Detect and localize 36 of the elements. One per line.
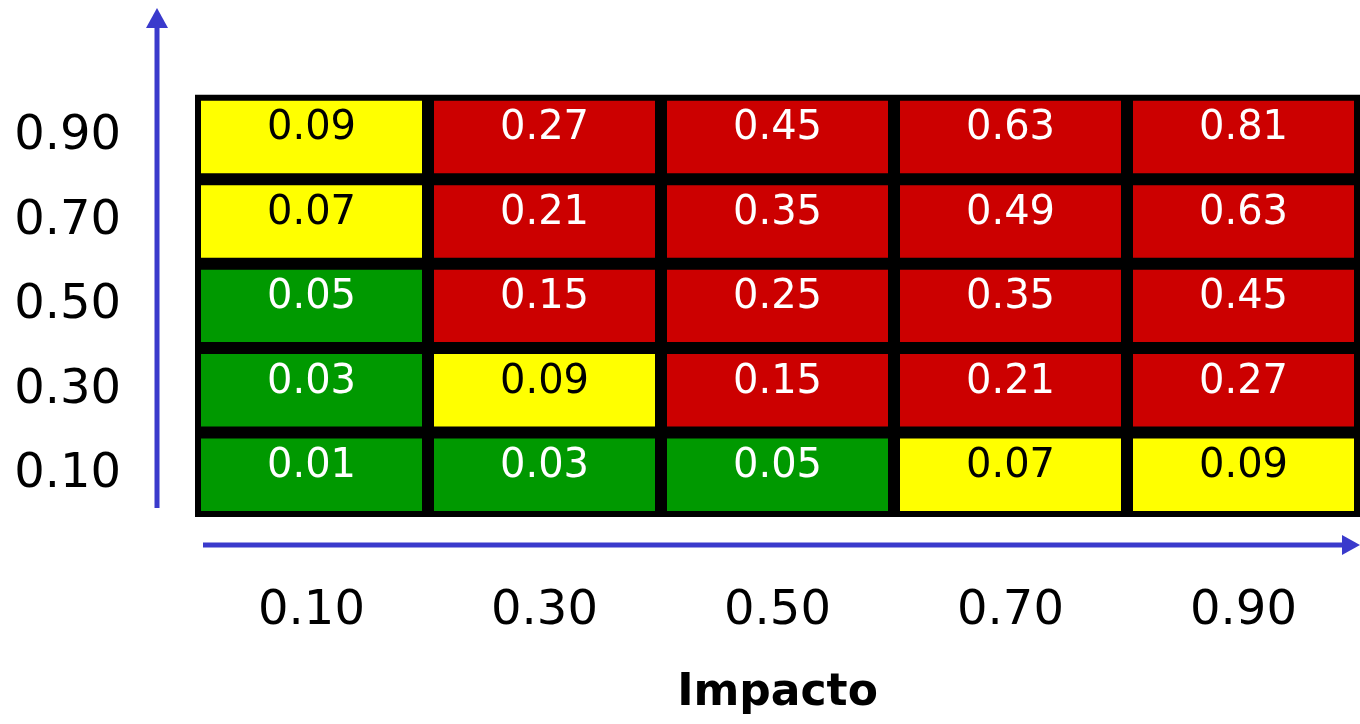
data-label: 0.49: [965, 186, 1056, 233]
data-label: 0.45: [732, 102, 823, 149]
data-label: 0.45: [1198, 271, 1289, 318]
x-tick-label: 0.50: [724, 579, 831, 636]
data-label: 0.63: [965, 102, 1056, 149]
data-label: 0.35: [965, 271, 1056, 318]
data-label: 0.15: [499, 271, 590, 318]
x-tick-label: 0.10: [258, 579, 365, 636]
data-label: 0.27: [1198, 355, 1289, 402]
data-label: 0.03: [499, 440, 590, 487]
y-tick-label: 0.10: [14, 442, 121, 499]
data-label: 0.63: [1198, 186, 1289, 233]
data-label: 0.03: [266, 355, 357, 402]
data-label: 0.81: [1198, 102, 1289, 149]
data-label: 0.07: [965, 440, 1056, 487]
data-label: 0.05: [266, 271, 357, 318]
data-label: 0.21: [499, 186, 590, 233]
y-tick-label: 0.50: [14, 273, 121, 330]
data-label: 0.05: [732, 440, 823, 487]
data-label: 0.27: [499, 102, 590, 149]
data-label: 0.35: [732, 186, 823, 233]
x-tick-label: 0.90: [1190, 579, 1297, 636]
x-axis-title: Impacto: [677, 664, 878, 716]
x-tick-label: 0.30: [491, 579, 598, 636]
data-label: 0.07: [266, 186, 357, 233]
data-label: 0.09: [1198, 440, 1289, 487]
data-label: 0.09: [266, 102, 357, 149]
data-label: 0.01: [266, 440, 357, 487]
y-tick-label: 0.70: [14, 188, 121, 245]
data-label: 0.09: [499, 355, 590, 402]
data-label: 0.15: [732, 355, 823, 402]
data-label: 0.25: [732, 271, 823, 318]
y-tick-label: 0.90: [14, 104, 121, 161]
x-tick-label: 0.70: [957, 579, 1064, 636]
y-tick-label: 0.30: [14, 357, 121, 414]
data-label: 0.21: [965, 355, 1056, 402]
